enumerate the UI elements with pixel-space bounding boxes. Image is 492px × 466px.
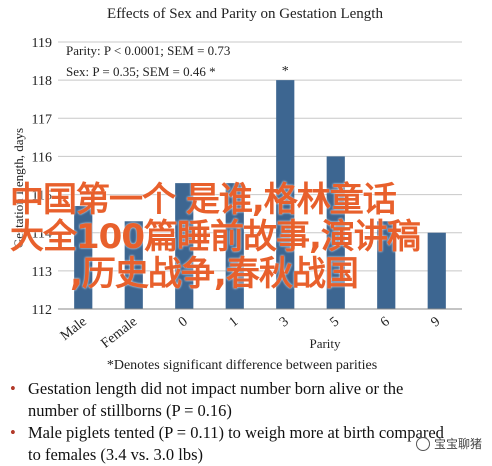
y-tick-label: 116 xyxy=(32,150,52,165)
bullet-1: • Gestation length did not impact number … xyxy=(10,378,480,422)
x-tick-label: 1 xyxy=(226,314,241,330)
x-tick-label: 9 xyxy=(428,314,443,330)
bar-0 xyxy=(175,183,194,309)
y-tick-label: 113 xyxy=(32,265,52,280)
watermark: 宝宝聊猪 xyxy=(415,435,482,452)
overlay-line-1: 中国第一个 是谁,格林童话 xyxy=(10,180,397,220)
chart-title: Effects of Sex and Parity on Gestation L… xyxy=(107,6,383,22)
watermark-text: 宝宝聊猪 xyxy=(433,437,482,451)
bullet-2-line-1: Male piglets tented (P = 0.11) to weigh … xyxy=(28,423,444,442)
overlay-line-2: 大全100篇睡前故事,演讲稿 xyxy=(10,217,421,257)
x-tick-label: 6 xyxy=(378,314,393,330)
bullet-2-line-2: to females (3.4 vs. 3.0 lbs) xyxy=(28,445,204,464)
y-tick-labels: 112 113 114 115 116 117 118 119 xyxy=(32,36,52,318)
annotation-sex: Sex: P = 0.35; SEM = 0.46 * xyxy=(66,64,216,79)
bullet-2: • Male piglets tented (P = 0.11) to weigh… xyxy=(10,422,480,466)
wechat-icon xyxy=(415,436,430,451)
x-tick-label: 5 xyxy=(327,314,342,330)
x-tick-label: Female xyxy=(98,314,140,351)
y-tick-label: 112 xyxy=(32,303,52,318)
y-tick-label: 114 xyxy=(32,227,52,242)
bar-female xyxy=(124,221,143,309)
bar-male xyxy=(74,206,93,309)
bar-1 xyxy=(225,183,244,309)
y-tick-label: 118 xyxy=(32,74,52,89)
x-axis-label: Parity xyxy=(309,336,341,351)
y-axis-label: Gestation Length, days xyxy=(11,128,26,248)
bar-9 xyxy=(427,232,446,309)
gestation-chart: Effects of Sex and Parity on Gestation L… xyxy=(11,6,462,372)
bar-3 xyxy=(276,80,295,310)
y-tick-label: 119 xyxy=(32,36,52,51)
bullet-1-line-1: Gestation length did not impact number b… xyxy=(28,379,404,398)
annotation-parity: Parity: P < 0.0001; SEM = 0.73 xyxy=(66,43,230,58)
x-tick-label: 0 xyxy=(176,314,191,330)
bullet-1-line-2: number of stillborns (P = 0.16) xyxy=(28,401,232,420)
overlay-line-3: ,历史战争,春秋战国 xyxy=(70,254,359,294)
x-tick-label: Male xyxy=(58,314,90,344)
bar-6 xyxy=(377,221,396,309)
x-tick-label: 3 xyxy=(277,314,292,330)
significance-note: *Denotes significant difference between … xyxy=(107,358,377,372)
y-tick-label: 115 xyxy=(32,189,52,204)
bars: * xyxy=(74,64,446,310)
significance-star: * xyxy=(282,64,289,79)
bullet-2-dot: • xyxy=(10,423,16,442)
bullet-1-dot: • xyxy=(10,379,16,398)
y-tick-label: 117 xyxy=(32,112,52,127)
x-tick-labels: Male Female 0 1 3 5 6 9 xyxy=(58,314,443,351)
bar-5 xyxy=(326,156,345,309)
